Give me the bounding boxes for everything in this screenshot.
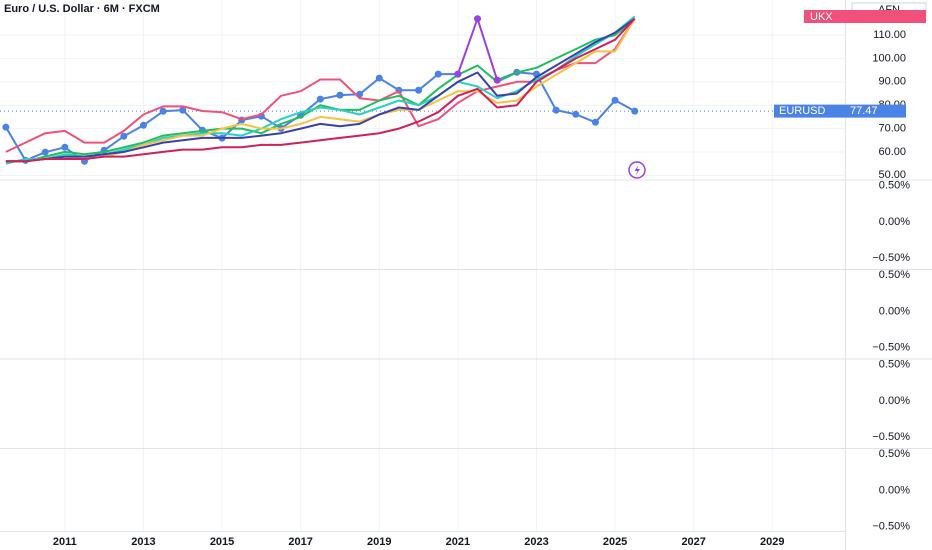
y-tick-label: 60.00 [878, 146, 906, 158]
point [120, 132, 128, 140]
point [552, 106, 560, 114]
series-line [5, 18, 636, 163]
point [415, 86, 423, 94]
grid [0, 0, 932, 531]
point [375, 74, 383, 82]
last-price-tag [774, 104, 906, 118]
point [61, 143, 69, 151]
pane-tick-label: 0.00% [879, 484, 910, 496]
pane-tick-label: 0.50% [879, 269, 910, 281]
point [159, 107, 167, 115]
series-tag [804, 10, 926, 23]
x-tick-label: 2021 [446, 536, 470, 548]
x-tick-label: 2015 [210, 536, 234, 548]
point [2, 123, 10, 131]
watermark-icon [628, 161, 646, 179]
point [454, 70, 462, 78]
pane-tick-label: 0.00% [879, 216, 910, 228]
pane-tick-label: 0.50% [879, 359, 910, 371]
last-price: 77.47 [850, 105, 878, 117]
x-tick-label: 2025 [603, 536, 627, 548]
x-tick-label: 2027 [681, 536, 705, 548]
x-tick-label: 2013 [131, 536, 155, 548]
y-tick-label: 90.00 [878, 76, 906, 88]
x-tick-label: 2029 [760, 536, 784, 548]
point [179, 106, 187, 114]
point [493, 76, 501, 84]
point [631, 107, 639, 115]
y-tick-label: 70.00 [878, 122, 906, 134]
point [316, 95, 324, 103]
x-tick-label: 2019 [367, 536, 391, 548]
chart-title: Euro / U.S. Dollar · 6M · FXCM [4, 3, 160, 15]
pane-tick-label: 0.00% [879, 395, 910, 407]
series-line [5, 17, 636, 163]
pane-tick-label: −0.50% [872, 431, 910, 443]
pane-tick-label: 0.00% [879, 305, 910, 317]
y-tick-label: 110.00 [873, 29, 906, 41]
point [434, 70, 442, 78]
point [572, 110, 580, 118]
y-tick-label: 50.00 [878, 169, 906, 181]
point [41, 148, 49, 156]
x-tick-label: 2017 [288, 536, 312, 548]
x-tick-label: 2023 [524, 536, 548, 548]
point [139, 121, 147, 129]
series-name: EURUSD [779, 105, 826, 117]
point [474, 15, 482, 23]
series-line [5, 18, 636, 163]
point [591, 118, 599, 126]
series-line [5, 17, 636, 163]
pane-tick-label: −0.50% [872, 520, 910, 532]
point [336, 91, 344, 99]
pane-tick-label: −0.50% [872, 252, 910, 264]
point [611, 96, 619, 104]
pane-tick-label: 0.50% [879, 448, 910, 460]
x-tick-label: 2011 [53, 536, 77, 548]
series-name: UKX [810, 11, 833, 23]
pane-tick-label: 0.50% [879, 180, 910, 192]
y-tick-label: 100.00 [872, 52, 906, 64]
pane-tick-label: −0.50% [872, 341, 910, 353]
